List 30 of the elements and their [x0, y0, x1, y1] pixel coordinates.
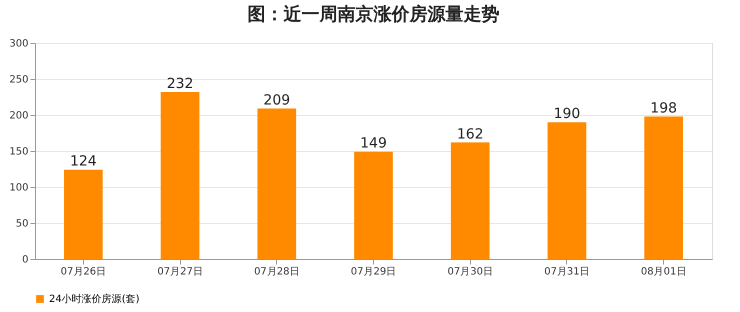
bar	[644, 116, 683, 259]
x-tick-label: 07月27日	[157, 266, 203, 278]
x-tick-label: 07月26日	[60, 266, 106, 278]
x-tick-label: 07月28日	[254, 266, 300, 278]
data-label: 190	[554, 106, 580, 122]
data-label: 198	[650, 100, 678, 116]
y-tick-label: 150	[9, 146, 28, 158]
y-tick-label: 50	[16, 218, 28, 230]
bar	[354, 152, 393, 259]
data-label: 209	[263, 92, 290, 109]
data-label: 232	[166, 76, 194, 92]
bar	[548, 122, 586, 259]
x-tick-label: 07月29日	[350, 266, 396, 278]
bar	[257, 108, 296, 259]
y-tick-label: 250	[9, 74, 28, 86]
y-tick-label: 0	[22, 254, 28, 266]
y-tick-label: 100	[9, 182, 28, 194]
bar	[160, 92, 200, 259]
data-label: 149	[360, 136, 387, 152]
x-tick-label: 07月31日	[544, 266, 590, 278]
x-tick-label: 08月01日	[640, 266, 686, 278]
chart-title: 图：近一周南京涨价房源量走势	[248, 4, 500, 25]
bar	[450, 142, 490, 259]
data-label: 124	[70, 154, 97, 170]
y-tick-label: 200	[9, 110, 28, 122]
legend-label: 24小时涨价房源(套)	[49, 293, 140, 305]
x-tick-label: 07月30日	[447, 266, 493, 278]
data-label: 162	[456, 126, 484, 142]
y-tick-label: 300	[9, 38, 28, 50]
bar	[64, 170, 103, 259]
